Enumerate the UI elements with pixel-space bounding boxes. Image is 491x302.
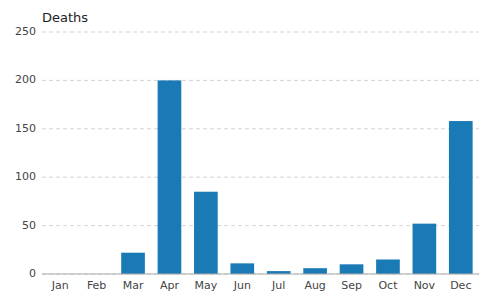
x-tick-label: Nov	[414, 279, 436, 292]
x-tick-label: May	[195, 279, 218, 292]
x-tick-label: Apr	[160, 279, 180, 292]
bar	[194, 192, 218, 274]
grid-line	[42, 32, 479, 33]
bar	[376, 259, 400, 274]
bar	[340, 264, 364, 274]
grid-line	[42, 274, 479, 275]
grid-line	[42, 128, 479, 129]
grid	[42, 32, 479, 274]
y-tick-label: 0	[29, 267, 36, 280]
x-tick-label: Sep	[341, 279, 362, 292]
y-tick-label: 50	[22, 219, 36, 232]
bar	[158, 80, 182, 274]
x-tick-label: Dec	[450, 279, 471, 292]
y-tick-label: 150	[15, 122, 36, 135]
x-axis-line	[42, 274, 479, 275]
chart-container: 0 50 100 150 200 250 Jan Feb Mar Apr May Jun Jul Aug S…	[0, 0, 491, 302]
bar	[121, 253, 145, 274]
x-axis: Jan Feb Mar Apr May Jun Jul Aug Sep Oct Nov Dec	[51, 279, 472, 292]
bar	[413, 224, 437, 274]
y-tick-label: 250	[15, 25, 36, 38]
x-tick-label: Jul	[271, 279, 285, 292]
chart-svg: 0 50 100 150 200 250 Jan Feb Mar Apr May Jun Jul Aug S…	[0, 0, 491, 302]
x-tick-label: Jan	[51, 279, 69, 292]
x-tick-label: Mar	[123, 279, 144, 292]
y-tick-label: 100	[15, 170, 36, 183]
y-axis: 0 50 100 150 200 250	[15, 25, 36, 280]
bar	[230, 263, 254, 274]
x-tick-label: Oct	[378, 279, 398, 292]
x-tick-label: Aug	[304, 279, 325, 292]
bar	[449, 121, 473, 274]
x-tick-label: Feb	[87, 279, 106, 292]
grid-line	[42, 80, 479, 81]
y-tick-label: 200	[15, 73, 36, 86]
chart-title: Deaths	[42, 10, 88, 25]
bars	[121, 80, 472, 274]
grid-line	[42, 177, 479, 178]
bar	[303, 268, 327, 274]
x-tick-label: Jun	[233, 279, 251, 292]
